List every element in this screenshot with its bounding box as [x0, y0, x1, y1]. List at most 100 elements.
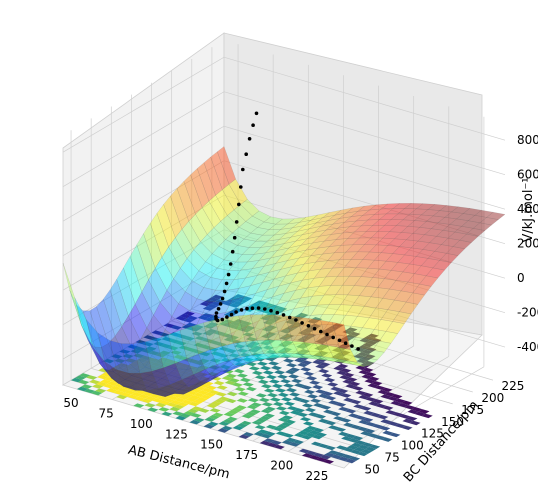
surface-patch: [390, 213, 411, 221]
contour-cell: [271, 365, 282, 371]
surface-patch: [263, 216, 283, 225]
contour-cell: [365, 446, 377, 452]
contour-cell: [407, 409, 419, 414]
surface-patch: [405, 233, 426, 242]
surface-patch: [342, 225, 362, 234]
contour-cell: [223, 337, 235, 342]
contour-cell: [308, 430, 320, 435]
contour-cell: [401, 425, 413, 430]
contour-cell: [372, 424, 384, 429]
contour-cell: [152, 398, 164, 403]
trajectory-point: [232, 235, 237, 240]
contour-cell: [169, 382, 181, 387]
contour-cell: [325, 395, 337, 401]
contour-cell: [385, 410, 397, 415]
contour-cell: [197, 315, 209, 320]
contour-cell: [206, 328, 218, 334]
surface-patch: [317, 357, 336, 361]
surface-patch: [419, 221, 439, 229]
surface-patch: [343, 325, 363, 338]
surface-patch: [245, 265, 265, 279]
contour-cell: [276, 424, 288, 429]
contour-cell: [160, 368, 172, 374]
surface-patch: [352, 237, 372, 246]
surface-patch: [340, 294, 360, 306]
contour-cell: [229, 303, 240, 308]
contour-cell: [322, 391, 334, 396]
trajectory-point: [250, 306, 255, 311]
surface-patch: [251, 315, 272, 334]
surface-patch: [440, 237, 461, 247]
contour-cell: [266, 442, 278, 448]
contour-cell: [135, 339, 147, 345]
contour-cell: [222, 319, 234, 324]
contour-cell: [340, 393, 352, 398]
surface-patch: [372, 340, 392, 353]
contour-cell: [371, 381, 383, 386]
contour-cell: [168, 388, 180, 394]
contour-cell: [131, 392, 143, 397]
surface-patch: [74, 297, 94, 348]
surface-patch: [301, 268, 322, 281]
surface-patch: [255, 234, 275, 242]
surface-patch: [347, 231, 367, 239]
surface-patch: [414, 214, 434, 222]
surface-patch: [380, 203, 401, 210]
contour-cell: [199, 376, 211, 382]
contour-cell: [370, 338, 382, 343]
x-tick-label: 150: [200, 438, 223, 452]
surface-patch: [175, 228, 195, 259]
contour-cell: [325, 420, 337, 426]
contour-cell: [289, 392, 300, 397]
surface-patch: [144, 355, 164, 372]
contour-cell: [158, 357, 170, 362]
contour-cell: [172, 411, 184, 416]
contour-cell: [369, 444, 381, 449]
contour-cell: [214, 299, 226, 304]
grid-line-y: [211, 296, 494, 381]
surface-patch: [432, 210, 452, 218]
contour-cell: [268, 379, 280, 384]
contour-cell: [364, 354, 376, 359]
surface-patch: [168, 237, 188, 269]
contour-cell: [204, 317, 216, 323]
surface-patch: [208, 290, 228, 302]
contour-cell: [323, 452, 335, 457]
surface-patch: [285, 225, 306, 234]
contour-cell: [142, 341, 154, 347]
contour-cell: [218, 421, 230, 426]
surface-patch: [141, 279, 161, 316]
contour-cell: [186, 315, 198, 321]
surface-patch: [250, 314, 269, 341]
contour-cell: [294, 358, 306, 363]
contour-cell: [304, 389, 316, 395]
y-tick-label: 75: [385, 450, 400, 464]
surface-patch: [252, 210, 272, 223]
contour-cell: [335, 452, 347, 457]
contour-cell: [355, 440, 367, 445]
surface-patch: [404, 247, 424, 257]
surface-patch: [285, 263, 305, 277]
contour-cell: [186, 390, 198, 396]
contour-cell: [358, 370, 370, 375]
contour-cell: [320, 405, 332, 410]
surface-patch: [323, 352, 343, 360]
contour-cell: [239, 352, 251, 358]
surface-patch: [437, 217, 457, 225]
surface-patch: [343, 215, 364, 223]
contour-cell: [297, 337, 309, 343]
surface-patch: [367, 213, 387, 221]
contour-cell: [345, 433, 357, 439]
contour-cell: [238, 434, 250, 439]
surface-patch: [165, 392, 184, 397]
surface-patch: [218, 366, 238, 377]
contour-cell: [358, 345, 370, 350]
surface-patch: [273, 327, 293, 341]
surface-patch: [377, 225, 397, 232]
contour-cell: [340, 343, 352, 348]
surface-patch: [352, 362, 371, 367]
contour-cell: [342, 329, 354, 335]
surface-patch: [188, 327, 208, 343]
contour-cell: [336, 445, 348, 450]
surface-patch: [193, 339, 213, 357]
